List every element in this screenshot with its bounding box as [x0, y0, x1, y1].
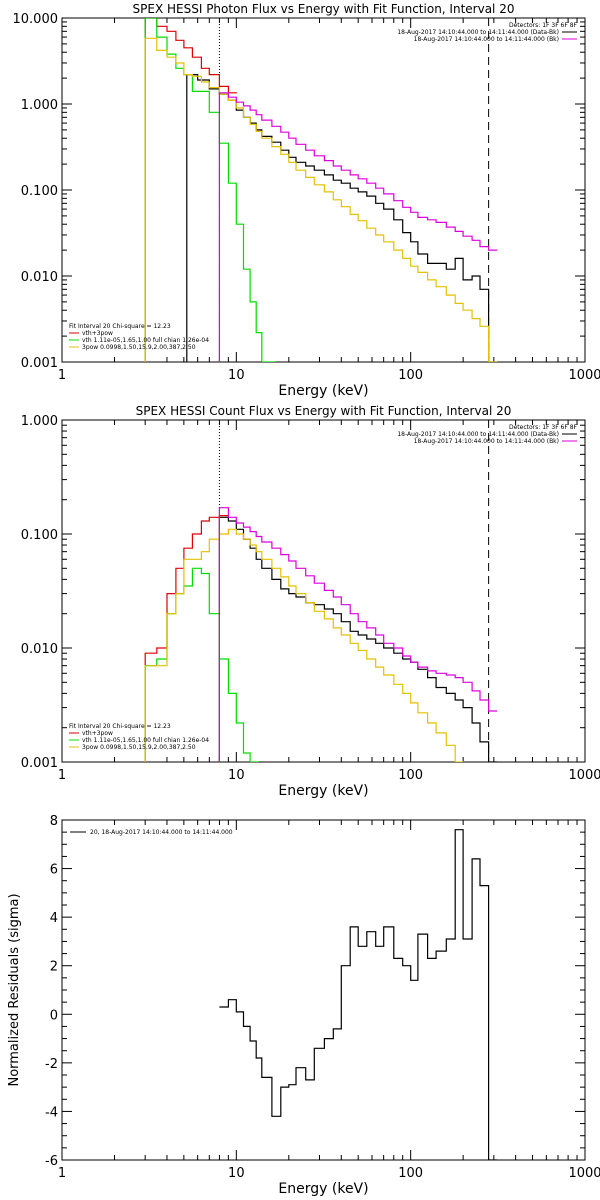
chart-title: SPEX HESSI Photon Flux vs Energy with Fi… [133, 2, 515, 16]
series-data [218, 516, 498, 762]
x-tick-label: 100 [398, 768, 423, 783]
x-tick-label: 1 [58, 368, 66, 383]
y-tick-label: 0.001 [21, 756, 58, 771]
y-tick-label: 1.000 [21, 414, 58, 429]
y-tick-label: 0 [50, 1008, 58, 1023]
y-tick-label: -2 [45, 1057, 58, 1072]
x-tick-label: 1 [58, 768, 66, 783]
time-range-bk: 18-Aug-2017 14:10:44.000 to 14:11:44.000… [414, 36, 559, 43]
y-tick-label: 8 [50, 814, 58, 829]
detectors-label: Detectors: 1F 3F 6F 8F [509, 424, 578, 431]
chart-title: SPEX HESSI Count Flux vs Energy with Fit… [136, 404, 512, 418]
series-vth-3pow [144, 515, 228, 762]
x-tick-label: 1000 [568, 368, 600, 383]
legend-entry: vth 1.11e-05,1.65,1.00 full chian 1.26e-… [82, 337, 209, 344]
detectors-label: Detectors: 1F 3F 6F 8F [509, 22, 578, 29]
time-range-bk: 18-Aug-2017 14:10:44.000 to 14:11:44.000… [414, 438, 559, 445]
x-tick-label: 10 [228, 768, 245, 783]
x-axis-label: Energy (keV) [278, 783, 368, 799]
y-tick-label: 0.010 [21, 270, 58, 285]
residuals-panel: 1 10 100 1000 Energy (keV) -6 -4 -2 0 2 4 6 8 Normali… [7, 814, 600, 1197]
legend-entry: vth+3pow [82, 730, 113, 737]
y-tick-label: 0.100 [21, 184, 58, 199]
y-tick-label: 4 [50, 911, 58, 926]
y-axis-label: Normalized Residuals (sigma) [7, 893, 22, 1086]
legend-entry: vth+3pow [82, 330, 113, 337]
x-tick-label: 1 [58, 1166, 66, 1181]
series-vth-3pow [144, 18, 237, 362]
legend-entry: 20, 18-Aug-2017 14:10:44.000 to 14:11:44… [90, 829, 233, 836]
plot-frame [61, 819, 586, 1161]
time-range-data: 18-Aug-2017 14:10:44.000 to 14:11:44.000… [397, 431, 559, 438]
legend-entry: 3pow 0.0998,1.50,15.9,2.00,387,2.50 [82, 744, 196, 751]
series-data [186, 74, 498, 362]
series-3pow [144, 528, 464, 762]
series-3pow [144, 37, 498, 362]
x-tick-label: 100 [398, 1166, 423, 1181]
legend-entry: Fit Interval 20 Chi-square = 12.23 [69, 323, 171, 330]
y-tick-label: 10.000 [13, 12, 59, 27]
x-tick-label: 1000 [568, 1166, 600, 1181]
y-tick-label: -6 [45, 1154, 58, 1169]
time-range-data: 18-Aug-2017 14:10:44.000 to 14:11:44.000… [397, 29, 559, 36]
y-tick-label: 0.010 [21, 642, 58, 657]
photon-flux-panel: 1 10 100 1000 Energy (keV) 0.001 0.010 0.100 1.0… [13, 2, 600, 399]
count-flux-panel: 1 10 100 1000 Energy (keV) 0.001 0.010 0.100 1.0… [21, 404, 600, 799]
legend-entry: vth 1.11e-05,1.65,1.00 full chian 1.26e-… [82, 737, 209, 744]
x-tick-label: 10 [228, 1166, 245, 1181]
legend-entry: Fit Interval 20 Chi-square = 12.23 [69, 723, 171, 730]
x-tick-label: 10 [228, 368, 245, 383]
series-vth [144, 18, 276, 362]
x-axis-label: Energy (keV) [278, 383, 368, 399]
y-tick-label: 0.001 [21, 356, 58, 371]
y-tick-label: 2 [50, 960, 58, 975]
y-tick-label: 1.000 [21, 98, 58, 113]
y-tick-label: 6 [50, 863, 58, 878]
plot-frame [61, 419, 586, 763]
y-tick-label: -4 [45, 1105, 58, 1120]
plot-frame [61, 17, 586, 363]
series-residuals [219, 829, 498, 1160]
y-tick-label: 0.100 [21, 528, 58, 543]
series-bk [218, 92, 498, 362]
series-bk [218, 507, 498, 762]
x-tick-label: 100 [398, 368, 423, 383]
x-axis-label: Energy (keV) [278, 1181, 368, 1197]
legend-entry: 3pow 0.0998,1.50,15.9,2.00,387,2.50 [82, 344, 196, 351]
x-tick-label: 1000 [568, 768, 600, 783]
